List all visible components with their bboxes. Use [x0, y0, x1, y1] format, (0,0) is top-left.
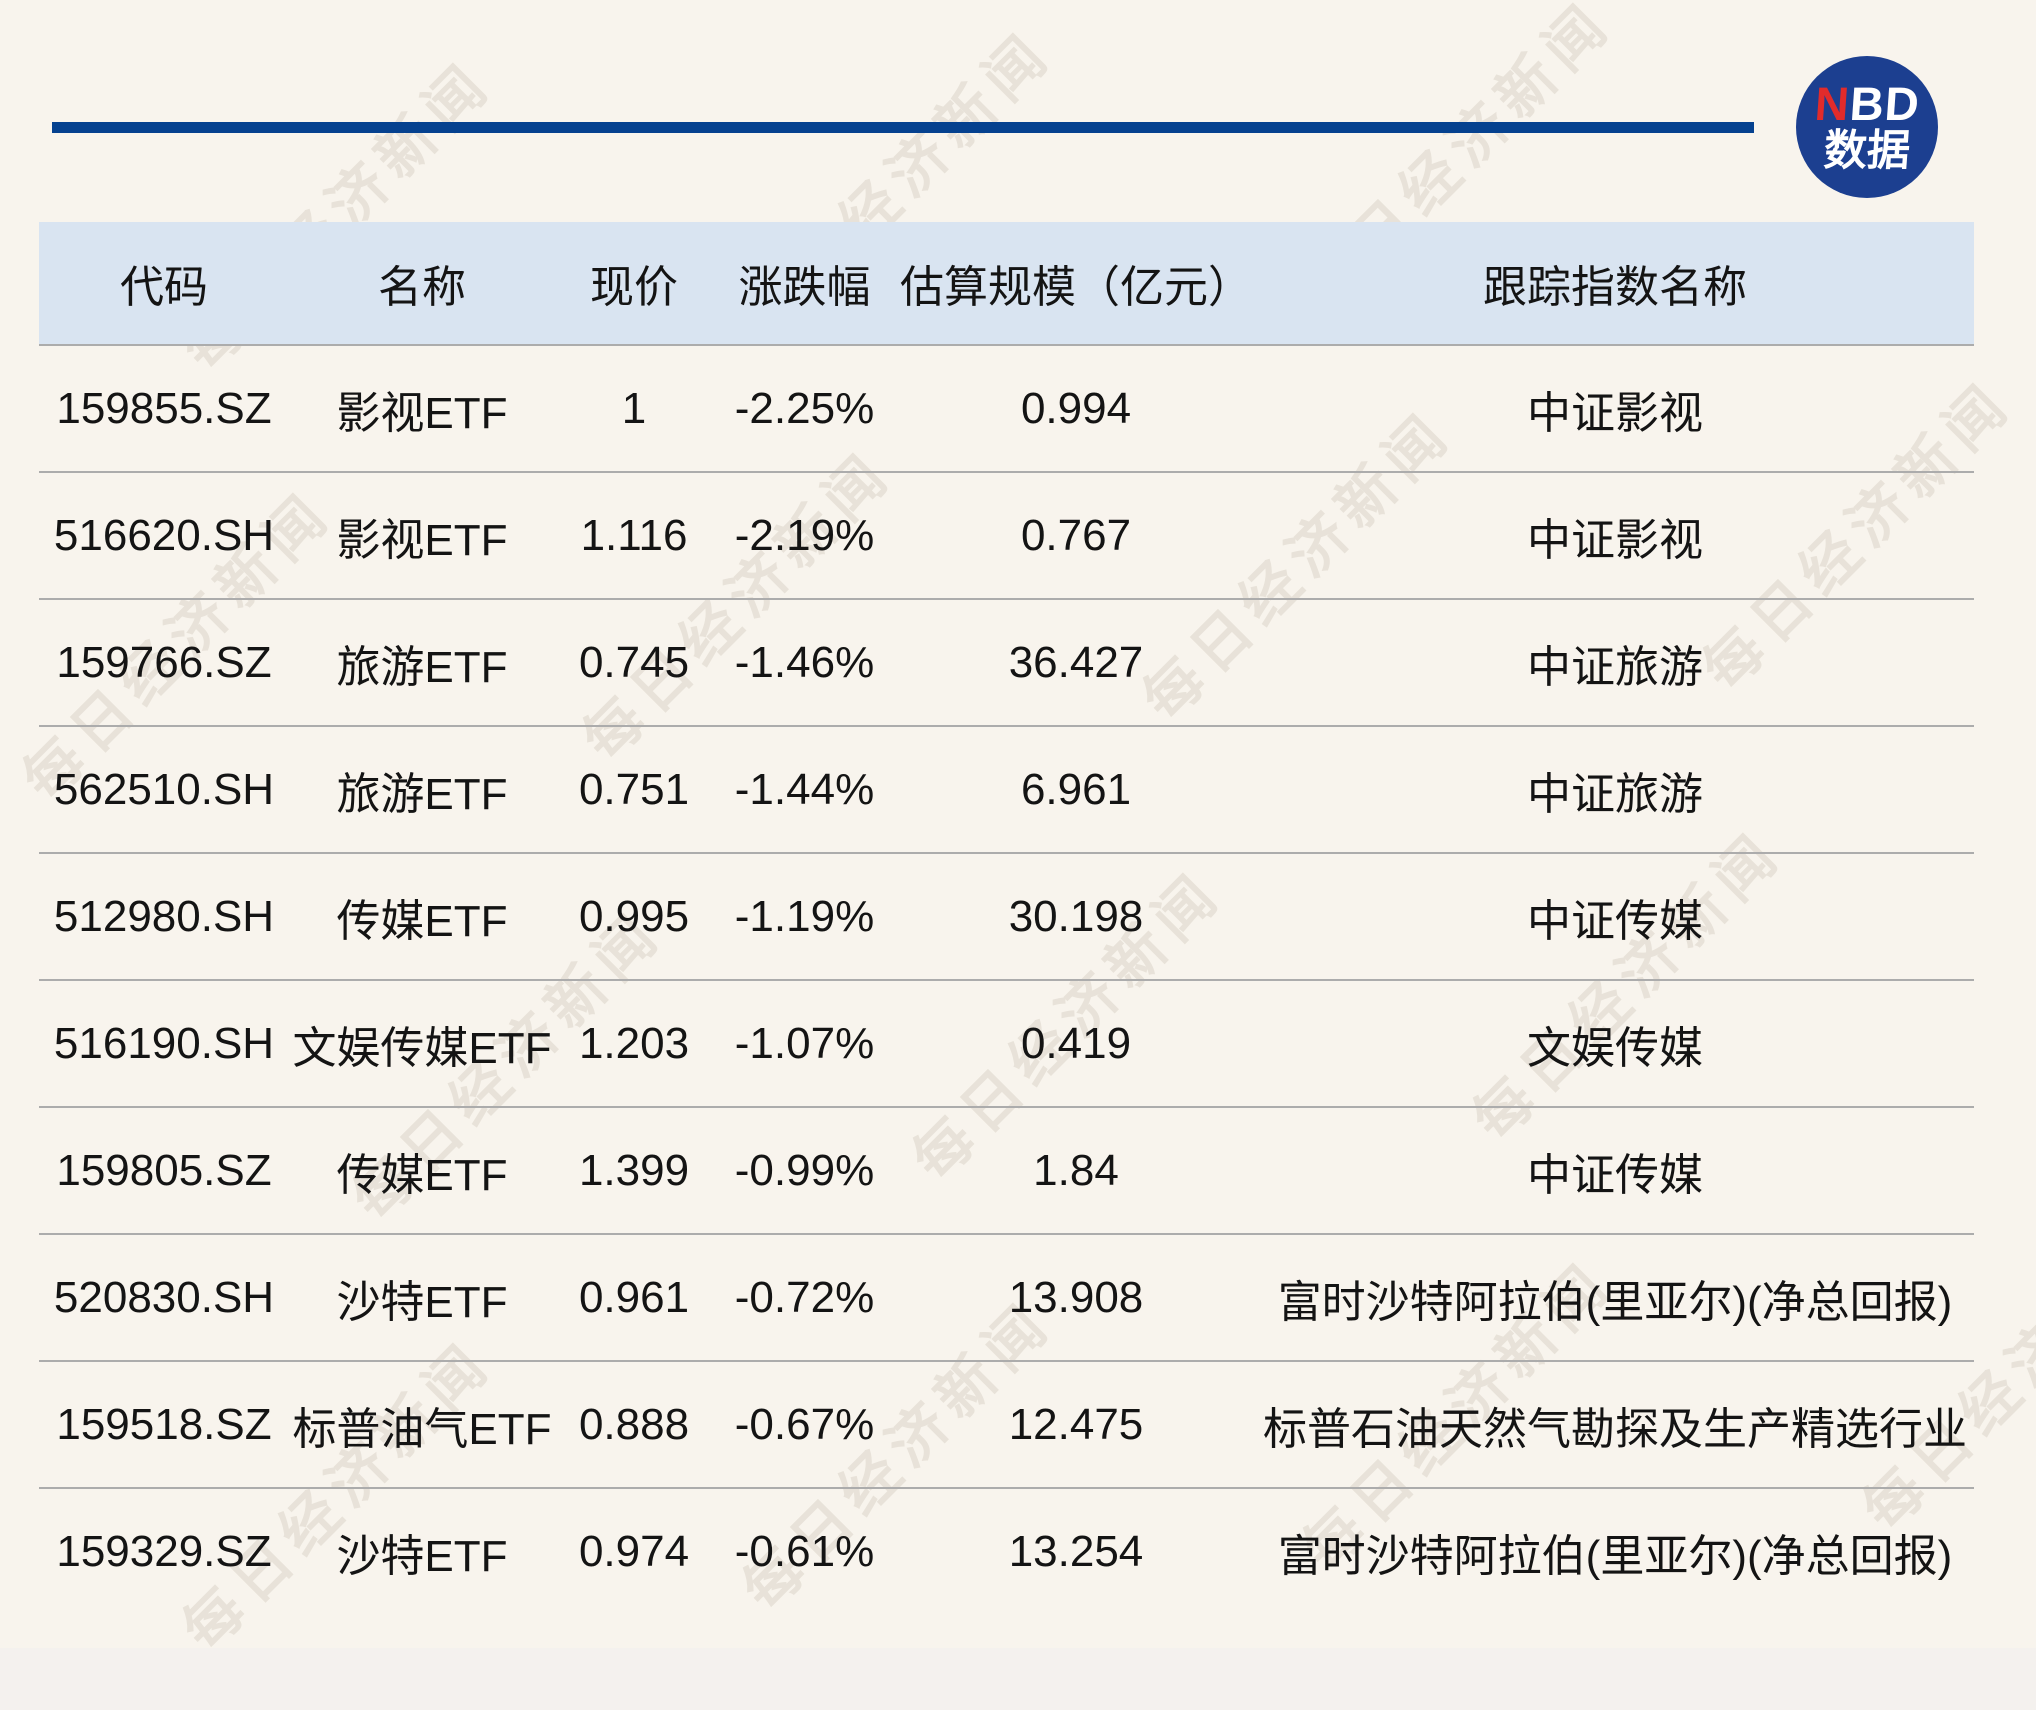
table-row: 159329.SZ 沙特ETF 0.974 -0.61% 13.254 富时沙特阿拉伯(里…: [39, 1488, 1974, 1615]
index-cell: 中证旅游: [1256, 599, 1974, 727]
column-header-4: 估算规模（亿元）: [896, 222, 1256, 346]
name-cell: 旅游ETF: [289, 599, 555, 727]
table-row: 562510.SH 旅游ETF 0.751 -1.44% 6.961 中证旅游: [39, 726, 1974, 854]
scale-cell: 13.254: [1008, 1527, 1144, 1576]
etf-table: 代码 名称 现价 涨跌幅 估算规模（亿元） 跟踪指数名称 159855.SZ 影视ETF 1-…: [39, 222, 1974, 1615]
price-cell: 0.745: [555, 599, 713, 727]
table-row: 159518.SZ 标普油气ETF 0.888 -0.67% 12.475 标普石油天然气…: [39, 1361, 1974, 1489]
scale-cell: 6.961: [896, 726, 1256, 854]
code-cell: 520830.SH: [39, 1234, 289, 1362]
code-cell: 516620.SH: [39, 472, 289, 600]
index-cell: 中证传媒: [1256, 853, 1974, 981]
price-cell: 0.974: [578, 1527, 690, 1576]
code-cell: 562510.SH: [39, 726, 289, 854]
index-cell: 中证影视: [1256, 345, 1974, 473]
change-cell: -0.99%: [713, 1107, 896, 1235]
table-row: 159805.SZ 传媒ETF 1.399 -0.99% 1.84 中证传媒: [39, 1107, 1974, 1235]
code-cell: 516190.SH: [39, 980, 289, 1108]
scale-cell: 30.198: [896, 853, 1256, 981]
index-cell: 中证旅游: [1256, 726, 1974, 854]
column-header-3: 涨跌幅: [713, 222, 896, 346]
code-cell: 159805.SZ: [39, 1107, 289, 1235]
column-header-5: 跟踪指数名称: [1256, 222, 1974, 346]
name-cell: 传媒ETF: [289, 1107, 555, 1235]
table-row: 516620.SH 影视ETF 1.116 -2.19% 0.767 中证影视: [39, 472, 1974, 600]
price-cell: 1.116: [555, 472, 713, 600]
logo-subtitle: 数据: [1822, 127, 1912, 176]
change-cell: -2.19%: [713, 472, 896, 600]
table-row: 159766.SZ 旅游ETF 0.745 -1.46% 36.427 中证旅游: [39, 599, 1974, 727]
price-cell: 0.751: [555, 726, 713, 854]
table-header-row: 代码 名称 现价 涨跌幅 估算规模（亿元） 跟踪指数名称: [39, 222, 1974, 346]
scale-cell: 0.767: [896, 472, 1256, 600]
table-row: 520830.SH 沙特ETF 0.961 -0.72% 13.908 富时沙特阿拉伯(里…: [39, 1234, 1974, 1362]
change-cell: -1.07%: [713, 980, 896, 1108]
price-cell: 0.888: [555, 1361, 713, 1489]
code-cell: 159766.SZ: [39, 599, 289, 727]
table-row: 512980.SH 传媒ETF 0.995 -1.19% 30.198 中证传媒: [39, 853, 1974, 981]
index-cell: 富时沙特阿拉伯(里亚尔)(净总回报): [1277, 1532, 1953, 1581]
code-cell: 159855.SZ: [39, 345, 289, 473]
name-cell: 影视ETF: [289, 472, 555, 600]
change-cell: -0.61%: [734, 1527, 875, 1576]
name-cell: 旅游ETF: [289, 726, 555, 854]
code-cell: 512980.SH: [39, 853, 289, 981]
name-cell: 标普油气ETF: [289, 1361, 555, 1489]
index-cell: 中证传媒: [1256, 1107, 1974, 1235]
name-cell: 沙特ETF: [336, 1532, 508, 1581]
column-header-2: 现价: [555, 222, 713, 346]
nbd-logo: NBD 数据: [1796, 56, 1938, 198]
table-row: 516190.SH 文娱传媒ETF 1.203 -1.07% 0.419 文娱传媒: [39, 980, 1974, 1108]
table-body: 159855.SZ 影视ETF 1 -2.25% 0.994 中证影视 516620.SH 影…: [39, 345, 1974, 1615]
scale-cell: 0.994: [896, 345, 1256, 473]
change-cell: -0.67%: [713, 1361, 896, 1489]
price-cell: 1.399: [555, 1107, 713, 1235]
price-cell: 0.961: [555, 1234, 713, 1362]
scale-cell: 0.419: [896, 980, 1256, 1108]
price-cell: 0.995: [555, 853, 713, 981]
index-cell: 标普石油天然气勘探及生产精选行业: [1256, 1361, 1974, 1489]
top-divider-line: [52, 122, 1754, 133]
scale-cell: 12.475: [896, 1361, 1256, 1489]
index-cell: 富时沙特阿拉伯(里亚尔)(净总回报): [1256, 1234, 1974, 1362]
column-header-1: 名称: [289, 222, 555, 346]
index-cell: 中证影视: [1256, 472, 1974, 600]
scale-cell: 13.908: [896, 1234, 1256, 1362]
price-cell: 1: [555, 345, 713, 473]
change-cell: -2.25%: [713, 345, 896, 473]
change-cell: -0.72%: [713, 1234, 896, 1362]
name-cell: 文娱传媒ETF: [289, 980, 555, 1108]
price-cell: 1.203: [555, 980, 713, 1108]
name-cell: 沙特ETF: [289, 1234, 555, 1362]
name-cell: 影视ETF: [289, 345, 555, 473]
change-cell: -1.46%: [713, 599, 896, 727]
logo-letters-bd: BD: [1847, 77, 1922, 131]
logo-text-nbd: NBD: [1812, 77, 1922, 131]
scale-cell: 36.427: [896, 599, 1256, 727]
index-cell: 文娱传媒: [1256, 980, 1974, 1108]
change-cell: -1.44%: [713, 726, 896, 854]
footer-band: [0, 1648, 2036, 1710]
name-cell: 传媒ETF: [289, 853, 555, 981]
code-cell: 159518.SZ: [39, 1361, 289, 1489]
code-cell: 159329.SZ: [56, 1527, 272, 1576]
change-cell: -1.19%: [713, 853, 896, 981]
column-header-0: 代码: [39, 222, 289, 346]
table-row: 159855.SZ 影视ETF 1 -2.25% 0.994 中证影视: [39, 345, 1974, 473]
logo-letter-n: N: [1812, 77, 1852, 131]
scale-cell: 1.84: [896, 1107, 1256, 1235]
